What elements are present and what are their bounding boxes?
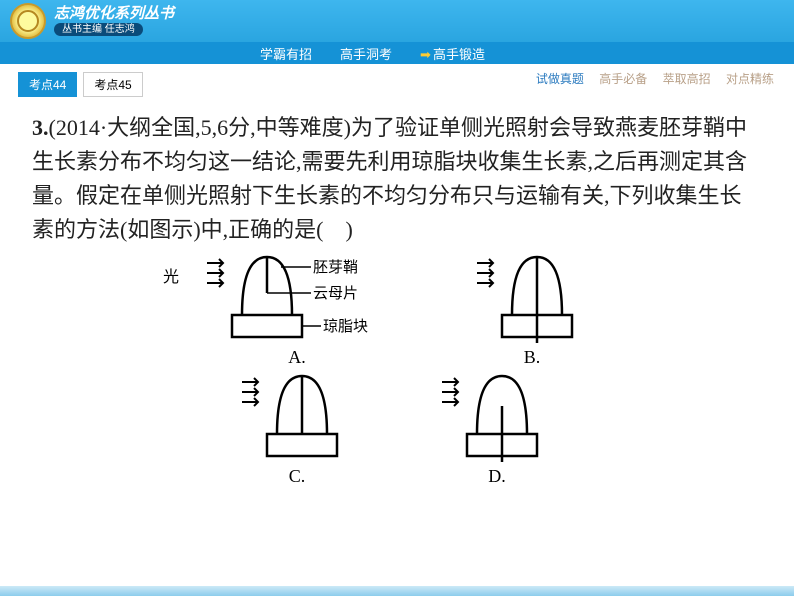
nav-2[interactable]: 高手洞考 <box>340 44 392 63</box>
diagram-b: B. <box>477 253 587 368</box>
tab-45[interactable]: 考点45 <box>83 72 142 97</box>
brand-sub: 丛书主编 任志鸿 <box>54 23 143 36</box>
question-text: 3.(2014·大纲全国,5,6分,中等难度)为了验证单侧光照射会导致燕麦胚芽鞘… <box>0 101 794 247</box>
nav-1[interactable]: 学霸有招 <box>260 44 312 63</box>
subtab-1[interactable]: 试做真题 <box>536 72 584 86</box>
svg-text:云母片: 云母片 <box>313 285 358 302</box>
diagram-block: 光 胚芽鞘 云母片 琼脂块 <box>0 253 794 491</box>
subtab-row: 试做真题 高手必备 萃取高招 对点精练 <box>524 70 774 87</box>
logo <box>10 3 46 39</box>
nav-3[interactable]: ➡高手锻造 <box>420 44 485 63</box>
diagram-a: 光 胚芽鞘 云母片 琼脂块 <box>207 253 387 368</box>
tab-44[interactable]: 考点44 <box>18 72 77 97</box>
footer-bar <box>0 586 794 596</box>
svg-text:琼脂块: 琼脂块 <box>323 318 368 335</box>
subtab-4[interactable]: 对点精练 <box>726 72 774 86</box>
diagram-d: D. <box>442 372 552 487</box>
svg-text:胚芽鞘: 胚芽鞘 <box>313 259 358 276</box>
brand-main: 志鸿优化系列丛书 <box>54 6 174 23</box>
subtab-2[interactable]: 高手必备 <box>599 72 647 86</box>
diagram-c: C. <box>242 372 352 487</box>
subtab-3[interactable]: 萃取高招 <box>663 72 711 86</box>
arrow-icon: ➡ <box>420 47 431 62</box>
